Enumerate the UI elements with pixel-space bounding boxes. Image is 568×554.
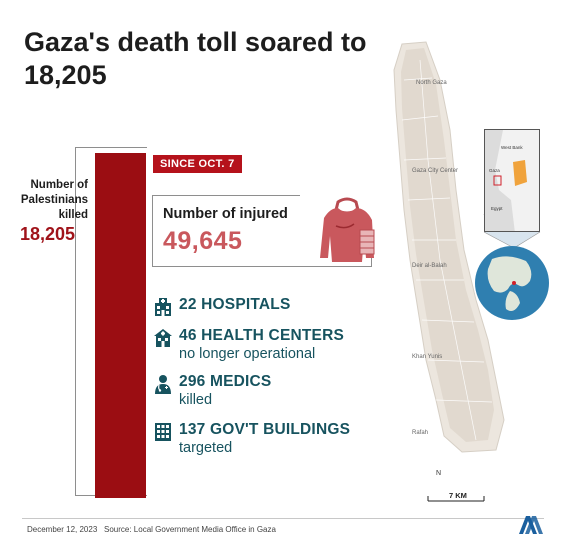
inset-label-gaza: Gaza <box>489 168 500 173</box>
map-label-north-gaza: North Gaza <box>416 80 447 86</box>
locator-inset-map: West Bank Gaza Egypt <box>485 130 539 231</box>
map-label-gaza-city-center: Gaza City Center <box>412 168 458 174</box>
stat-line1: 137 GOV'T BUILDINGS <box>179 421 351 438</box>
footer-source: Source: Local Government Media Office in… <box>104 525 276 534</box>
footer-divider <box>22 518 544 519</box>
globe-icon <box>475 246 549 320</box>
government-building-icon <box>155 423 171 441</box>
map-label-rafah: Rafah <box>412 430 428 436</box>
injured-box-top-border <box>152 195 300 196</box>
killed-bar <box>95 153 146 498</box>
inset-label-egypt: Egypt <box>491 206 503 211</box>
injured-value: 49,645 <box>163 227 243 255</box>
page-title: Gaza's death toll soared to 18,205 <box>24 27 367 90</box>
scale-bar <box>427 496 485 502</box>
stat-line1: 46 HEALTH CENTERS <box>179 327 345 344</box>
killed-value: 18,205 <box>20 224 76 244</box>
compass-label: N <box>436 470 442 477</box>
injured-box <box>152 195 372 267</box>
gaza-map: North Gaza Gaza City Center Deir al-Bala… <box>393 41 505 453</box>
injured-person-icon <box>320 197 375 262</box>
injured-label: Number of injured <box>163 206 288 222</box>
aa-logo-icon <box>519 516 543 534</box>
map-label-khan-yunis: Khan Yunis <box>412 354 442 360</box>
scale-label: 7 KM <box>449 491 467 500</box>
footer-date: December 12, 2023 <box>27 525 98 534</box>
map-label-deir-al-balah: Deir al-Balah <box>412 263 447 269</box>
stat-line2: targeted <box>179 440 233 456</box>
medic-icon <box>155 375 171 394</box>
hospital-icon <box>155 298 171 316</box>
since-badge: SINCE OCT. 7 <box>153 155 242 173</box>
stat-line1: 22 HOSPITALS <box>179 296 291 313</box>
stat-line1: 296 MEDICS <box>179 373 272 390</box>
locator-inset: West Bank Gaza Egypt <box>484 129 540 232</box>
inset-label-west-bank: West Bank <box>501 145 523 150</box>
health-center-icon <box>154 329 172 347</box>
killed-label: Number of Palestinians killed <box>20 179 88 221</box>
stat-line2: killed <box>179 392 213 408</box>
stat-line2: no longer operational <box>179 346 316 362</box>
